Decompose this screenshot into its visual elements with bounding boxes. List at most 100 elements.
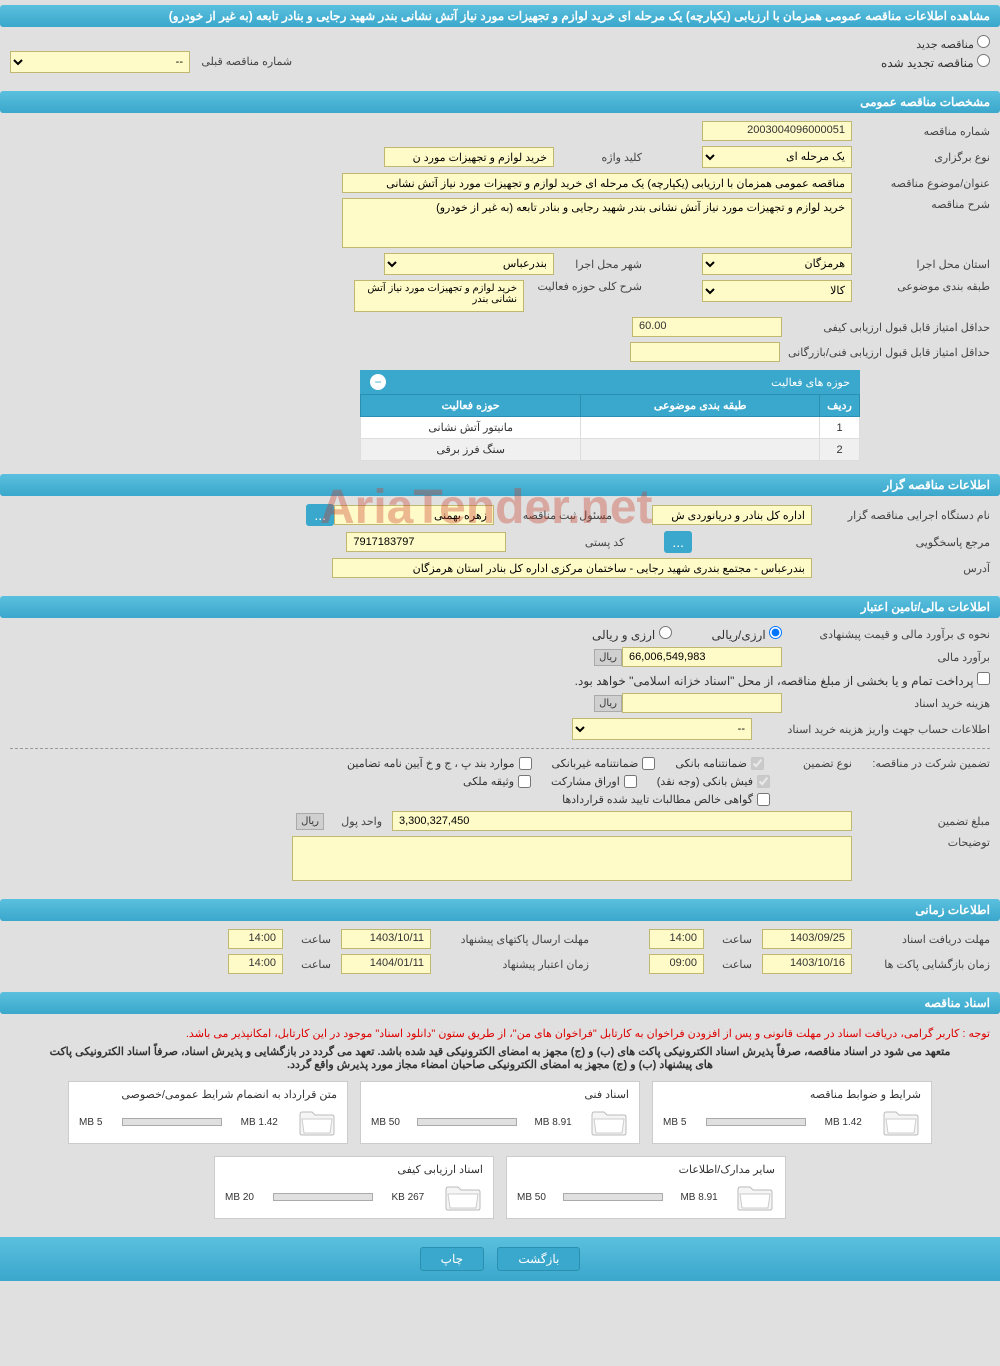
radio-renewed-tender[interactable]: مناقصه تجدید شده xyxy=(881,54,990,70)
subject-label: عنوان/موضوع مناقصه xyxy=(860,177,990,190)
cb-cash[interactable]: فیش بانکی (وجه نقد) xyxy=(657,775,770,788)
prev-number-label: شماره مناقصه قبلی xyxy=(201,56,292,68)
section-organizer: اطلاعات مناقصه گزار xyxy=(0,474,1000,496)
receive-label: مهلت دریافت اسناد xyxy=(860,933,990,946)
hour-label-2: ساعت xyxy=(291,933,331,946)
page-title: مشاهده اطلاعات مناقصه عمومی همزمان با ار… xyxy=(0,5,1000,27)
radio-arz-riyal[interactable]: ارزی/ریالی xyxy=(712,626,782,642)
doc-card[interactable]: اسناد فنی8.91 MB50 MB xyxy=(360,1081,640,1144)
estimate-field[interactable] xyxy=(622,647,782,667)
doc-total: 20 MB xyxy=(225,1192,254,1203)
province-select[interactable]: هرمزگان xyxy=(702,253,852,275)
send-label: مهلت ارسال پاکتهای پیشنهاد xyxy=(439,933,589,946)
validity-label: زمان اعتبار پیشنهاد xyxy=(439,958,589,971)
table-row: 2سنگ فرز برقی xyxy=(361,439,860,461)
validity-time: 14:00 xyxy=(228,954,283,974)
address-label: آدرس xyxy=(820,562,990,575)
progress-bar xyxy=(273,1193,373,1201)
cb-bylaw[interactable]: موارد بند پ ، ج و خ آیین نامه تضامین xyxy=(347,757,531,770)
g-notes-label: توضیحات xyxy=(860,836,990,849)
doc-used: 1.42 MB xyxy=(825,1117,862,1128)
reg-lookup-button[interactable]: ... xyxy=(306,504,334,526)
g-amount-label: مبلغ تضمین xyxy=(860,815,990,828)
doc-cost-field[interactable] xyxy=(622,693,782,713)
method-label: نحوه ی برآورد مالی و قیمت پیشنهادی xyxy=(790,628,990,641)
cb-bonds[interactable]: اوراق مشارکت xyxy=(551,775,637,788)
min-qual-label: حداقل امتیاز قابل قبول ارزیابی کیفی xyxy=(790,321,990,334)
subject-field[interactable] xyxy=(342,173,852,193)
doc-card[interactable]: اسناد ارزیابی کیفی267 KB20 MB xyxy=(214,1156,494,1219)
section-general: مشخصات مناقصه عمومی xyxy=(0,91,1000,113)
address-field[interactable] xyxy=(332,558,812,578)
progress-bar xyxy=(706,1118,806,1126)
col-row: ردیف xyxy=(820,395,860,417)
docs-note1: توجه : کاربر گرامی، دریافت اسناد در مهلت… xyxy=(10,1027,990,1040)
g-notes-field[interactable] xyxy=(292,836,852,881)
print-button[interactable]: چاپ xyxy=(420,1247,484,1271)
cb-property[interactable]: وثیقه ملکی xyxy=(463,775,531,788)
postal-field[interactable] xyxy=(346,532,506,552)
docs-note2: متعهد می شود در اسناد مناقصه، صرفاً پذیر… xyxy=(40,1045,960,1071)
col-category: طبقه بندی موضوعی xyxy=(581,395,820,417)
radio-renewed-label: مناقصه تجدید شده xyxy=(881,56,974,70)
doc-card[interactable]: شرایط و ضوابط مناقصه1.42 MB5 MB xyxy=(652,1081,932,1144)
cb-receivables[interactable]: گواهی خالص مطالبات تایید شده قراردادها xyxy=(562,793,770,806)
activities-header: حوزه های فعالیت − xyxy=(360,370,860,394)
doc-total: 5 MB xyxy=(79,1117,102,1128)
cb-nonbank[interactable]: ضمانتنامه غیربانکی xyxy=(552,757,656,770)
activity-desc-field[interactable]: خرید لوازم و تجهیزات مورد نیاز آتش نشانی… xyxy=(354,280,524,312)
collapse-icon[interactable]: − xyxy=(370,374,386,390)
folder-icon xyxy=(735,1182,775,1212)
doc-total: 50 MB xyxy=(517,1192,546,1203)
min-qual-field: 60.00 xyxy=(632,317,782,337)
province-label: استان محل اجرا xyxy=(860,258,990,271)
doc-cost-label: هزینه خرید اسناد xyxy=(790,697,990,710)
open-time: 09:00 xyxy=(649,954,704,974)
reg-field[interactable] xyxy=(334,505,494,525)
hour-label-1: ساعت xyxy=(712,933,752,946)
back-button[interactable]: بازگشت xyxy=(497,1247,580,1271)
footer-bar: بازگشت چاپ xyxy=(0,1237,1000,1281)
open-date: 1403/10/16 xyxy=(762,954,852,974)
send-time: 14:00 xyxy=(228,929,283,949)
category-label: طبقه بندی موضوعی xyxy=(860,280,990,293)
doc-total: 5 MB xyxy=(663,1117,686,1128)
doc-title: اسناد ارزیابی کیفی xyxy=(225,1163,483,1176)
receive-time: 14:00 xyxy=(649,929,704,949)
cb-bank-guarantee[interactable]: ضمانتنامه بانکی xyxy=(675,757,764,770)
respond-lookup-button[interactable]: ... xyxy=(664,531,692,553)
radio-new-tender[interactable]: مناقصه جدید xyxy=(916,35,990,51)
respond-label: مرجع پاسخگویی xyxy=(820,536,990,549)
category-select[interactable]: کالا xyxy=(702,280,852,302)
progress-bar xyxy=(417,1118,517,1126)
org-name-field[interactable] xyxy=(652,505,812,525)
section-time: اطلاعات زمانی xyxy=(0,899,1000,921)
postal-label: کد پستی xyxy=(514,536,624,549)
payment-note-check[interactable]: پرداخت تمام و یا بخشی از مبلغ مناقصه، از… xyxy=(575,672,990,688)
activities-table: ردیف طبقه بندی موضوعی حوزه فعالیت 1مانیت… xyxy=(360,394,860,461)
doc-card[interactable]: متن قرارداد به انضمام شرایط عمومی/خصوصی1… xyxy=(68,1081,348,1144)
g-amount-field[interactable] xyxy=(392,811,852,831)
desc-field[interactable]: خرید لوازم و تجهیزات مورد نیاز آتش نشانی… xyxy=(342,198,852,248)
city-label: شهر محل اجرا xyxy=(562,258,642,271)
type-select[interactable]: یک مرحله ای xyxy=(702,146,852,168)
account-select[interactable]: -- xyxy=(572,718,752,740)
doc-used: 8.91 MB xyxy=(534,1117,571,1128)
hour-label-3: ساعت xyxy=(712,958,752,971)
folder-icon xyxy=(881,1107,921,1137)
keyword-label: کلید واژه xyxy=(562,151,642,164)
radio-arz-and-riyal[interactable]: ارزی و ریالی xyxy=(592,626,672,642)
progress-bar xyxy=(563,1193,663,1201)
number-field: 2003004096000051 xyxy=(702,121,852,141)
section-docs: اسناد مناقصه xyxy=(0,992,1000,1014)
estimate-unit: ریال xyxy=(594,649,622,666)
doc-card[interactable]: سایر مدارک/اطلاعات8.91 MB50 MB xyxy=(506,1156,786,1219)
doc-title: متن قرارداد به انضمام شرایط عمومی/خصوصی xyxy=(79,1088,337,1101)
section-finance: اطلاعات مالی/تامین اعتبار xyxy=(0,596,1000,618)
account-label: اطلاعات حساب جهت واریز هزینه خرید اسناد xyxy=(760,723,990,736)
city-select[interactable]: بندرعباس xyxy=(384,253,554,275)
radio-new-label: مناقصه جدید xyxy=(916,39,974,51)
org-name-label: نام دستگاه اجرایی مناقصه گزار xyxy=(820,509,990,522)
prev-number-select[interactable]: -- xyxy=(10,51,190,73)
keyword-field[interactable] xyxy=(384,147,554,167)
